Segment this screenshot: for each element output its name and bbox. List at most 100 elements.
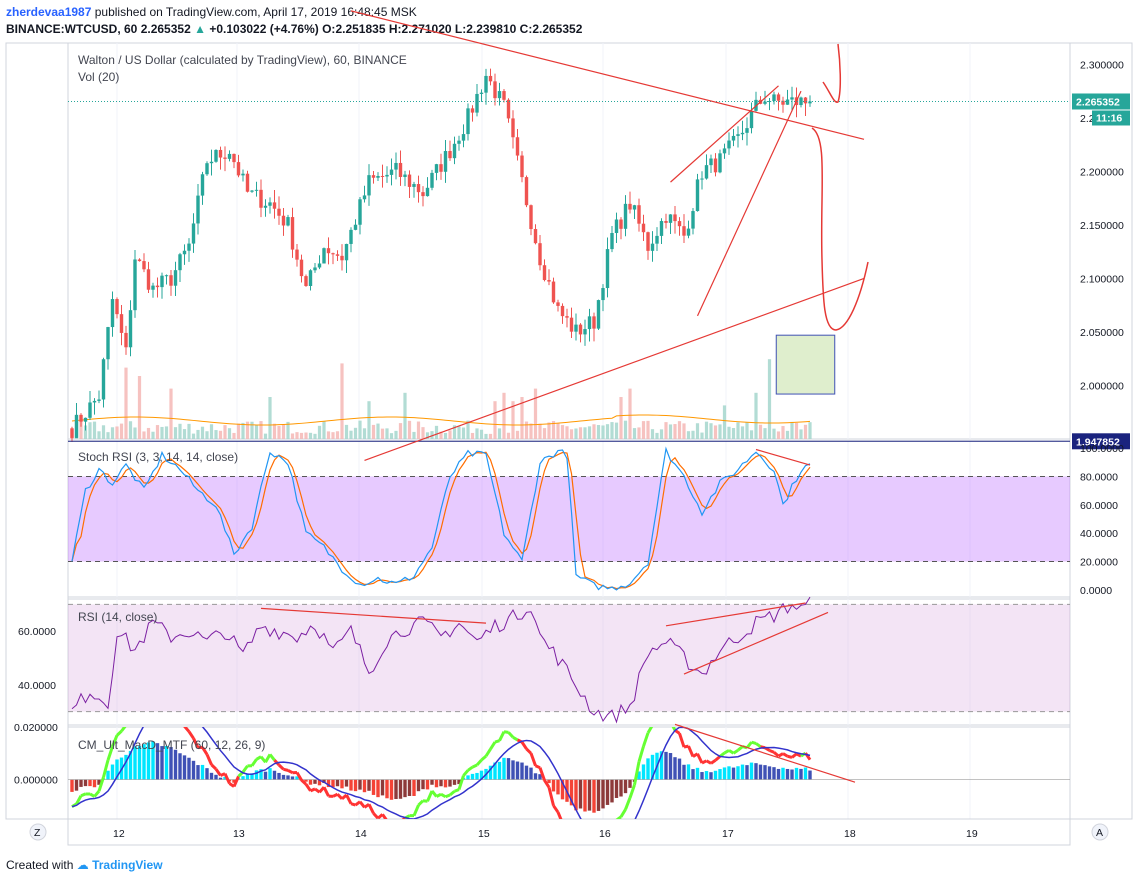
target-zone[interactable] xyxy=(775,334,836,395)
candle xyxy=(646,232,650,251)
upper-resistance-line[interactable] xyxy=(350,10,865,140)
volume-bar xyxy=(362,428,367,439)
candle xyxy=(718,153,722,173)
macd-histogram-bar xyxy=(92,779,97,788)
candle xyxy=(632,205,637,210)
tradingview-brand[interactable]: TradingView xyxy=(92,858,163,872)
macd-line xyxy=(354,800,361,807)
tradingview-logo-icon[interactable]: ☁ xyxy=(76,858,89,872)
macd-histogram-bar xyxy=(452,779,457,785)
macd-histogram-bar xyxy=(677,758,682,780)
candle xyxy=(736,134,740,136)
stoch-d-line xyxy=(71,451,811,590)
last-price-tag-text: 2.265352 xyxy=(1076,96,1120,108)
macd-trend-line[interactable] xyxy=(674,723,856,783)
rsi-tick-label: 40.0000 xyxy=(18,680,56,692)
volume-bar xyxy=(592,424,596,439)
macd-histogram-bar xyxy=(146,742,151,780)
volume-bar xyxy=(686,431,691,439)
candle xyxy=(497,91,502,99)
macd-line xyxy=(183,727,191,733)
volume-bar xyxy=(425,432,430,439)
rsi-trend-line[interactable] xyxy=(683,611,829,675)
candle xyxy=(610,233,614,250)
auto-scale-icon[interactable] xyxy=(1091,823,1109,841)
time-axis[interactable] xyxy=(67,818,1071,846)
volume-bar xyxy=(682,423,686,439)
candle xyxy=(196,195,200,224)
created-with-text: Created with xyxy=(6,858,74,872)
volume-bar xyxy=(452,425,457,439)
macd-line xyxy=(755,742,762,748)
volume-bar xyxy=(605,424,610,439)
macd-histogram-bar xyxy=(349,779,353,791)
candle xyxy=(506,99,511,119)
volume-bar xyxy=(551,421,556,439)
macd-histogram-bar xyxy=(250,773,254,780)
macd-histogram-bar xyxy=(556,779,560,795)
macd-line xyxy=(768,749,775,754)
volume-bar xyxy=(614,422,619,439)
candle xyxy=(110,299,115,328)
zoom-icon[interactable] xyxy=(29,823,47,841)
macd-histogram-bar xyxy=(403,779,407,798)
volume-bar xyxy=(421,427,425,439)
projection-down-curve[interactable] xyxy=(811,127,869,331)
macd-histogram-bar xyxy=(389,779,394,800)
macd-line xyxy=(475,758,483,767)
candle xyxy=(160,275,164,288)
price-pane[interactable] xyxy=(67,42,1071,440)
macd-line xyxy=(687,745,695,758)
macd-histogram-bar xyxy=(574,779,578,811)
volume-bar xyxy=(713,425,718,439)
wedge-lower-line[interactable] xyxy=(696,90,802,317)
volume-bar xyxy=(160,426,164,439)
rsi-trend-line[interactable] xyxy=(260,607,487,624)
candle xyxy=(637,205,641,224)
macd-line xyxy=(732,748,739,755)
macd-pane[interactable] xyxy=(67,726,1071,820)
volume-bar xyxy=(196,429,200,439)
stoch-k-line xyxy=(71,446,811,591)
candle xyxy=(263,205,268,208)
time-tick-label: 13 xyxy=(233,828,245,840)
macd-line xyxy=(232,775,240,788)
macd-histogram-bar xyxy=(416,779,421,792)
rsi-trend-line[interactable] xyxy=(665,602,806,627)
rsi-pane[interactable] xyxy=(67,598,1071,726)
macd-line xyxy=(255,755,262,761)
macd-histogram-bar xyxy=(133,746,137,780)
volume-bar xyxy=(740,426,745,439)
macd-histogram-bar xyxy=(785,768,790,780)
candle xyxy=(245,173,250,192)
macd-histogram-bar xyxy=(776,768,781,780)
macd-histogram-bar xyxy=(164,745,169,780)
candle xyxy=(124,332,128,348)
macd-line xyxy=(412,804,420,817)
volume-bar xyxy=(403,392,407,439)
stoch-divergence-line[interactable] xyxy=(755,448,811,466)
volume-bar xyxy=(623,420,628,439)
stoch-pane[interactable] xyxy=(67,440,1071,598)
macd-histogram-bar xyxy=(353,779,358,792)
author-link[interactable]: zherdevaa1987 xyxy=(6,5,92,19)
candle xyxy=(452,143,457,159)
macd-line xyxy=(120,727,127,733)
projection-up-curve[interactable] xyxy=(822,43,842,103)
price-axis[interactable] xyxy=(1069,42,1133,820)
candle xyxy=(169,275,173,286)
macd-line xyxy=(494,739,500,744)
macd-tick-label: 0.000000 xyxy=(14,775,58,787)
volume-bar xyxy=(380,428,385,439)
volume-bar xyxy=(659,429,664,439)
macd-histogram-bar xyxy=(448,779,452,787)
lower-support-line[interactable] xyxy=(364,277,865,461)
wedge-upper-line[interactable] xyxy=(670,85,779,183)
macd-histogram-bar xyxy=(290,776,295,780)
volume-bar xyxy=(155,425,160,439)
macd-histogram-bar xyxy=(781,767,785,780)
candle xyxy=(475,93,479,113)
macd-histogram-bar xyxy=(187,757,191,780)
candle xyxy=(493,81,497,99)
